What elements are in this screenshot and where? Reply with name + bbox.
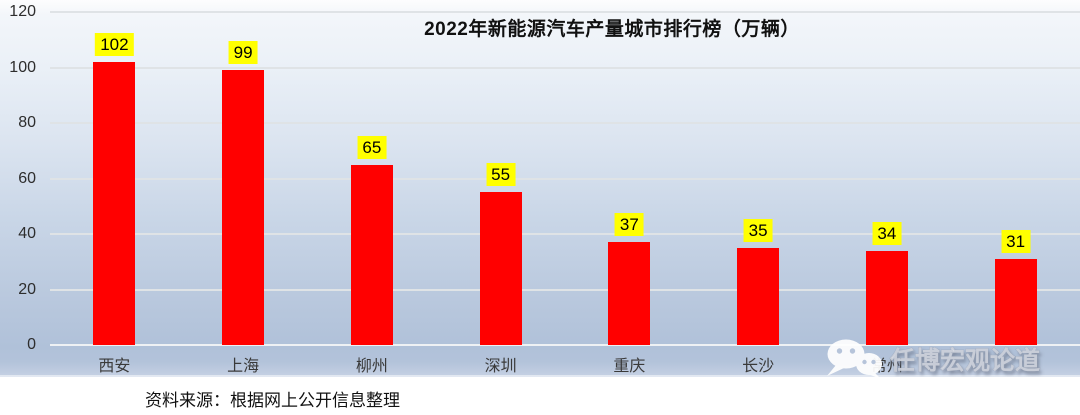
gridline-0 xyxy=(50,344,1080,346)
bar-重庆 xyxy=(608,242,651,345)
x-axis-label: 深圳 xyxy=(484,358,517,375)
bar-rank-8 xyxy=(994,259,1037,345)
chart-title: 2022年新能源汽车产量城市排行榜（万辆） xyxy=(424,19,800,40)
gridline-100 xyxy=(50,66,1080,69)
bar-常州 xyxy=(865,251,908,345)
bar-西安 xyxy=(93,62,136,345)
gridline-80 xyxy=(50,122,1080,124)
bar-value-label: 35 xyxy=(743,219,773,242)
bar-chart: 2022年新能源汽车产量城市排行榜（万辆） 任博宏观论道 0 20 40 60 80 10… xyxy=(0,0,1080,377)
bar-value-label: 99 xyxy=(228,41,258,64)
y-tick-label: 120 xyxy=(9,3,36,20)
bar-柳州 xyxy=(350,165,393,345)
bar-上海 xyxy=(222,70,265,345)
gridline-120 xyxy=(50,11,1080,13)
gridline-20 xyxy=(50,288,1080,291)
x-axis-label: 西安 xyxy=(98,358,131,375)
x-axis-label: 重庆 xyxy=(613,358,646,375)
y-tick-label: 80 xyxy=(18,114,36,131)
watermark-text: 任博宏观论道 xyxy=(889,347,1041,376)
bar-value-label: 31 xyxy=(1001,230,1031,253)
y-tick-label: 40 xyxy=(18,225,36,242)
gridline-40 xyxy=(50,233,1080,235)
bar-value-label: 102 xyxy=(95,33,134,56)
wechat-icon xyxy=(827,339,882,377)
gridline-60 xyxy=(50,177,1080,180)
bar-value-label: 65 xyxy=(357,136,387,159)
bar-深圳 xyxy=(479,192,522,345)
y-tick-label: 20 xyxy=(18,280,36,298)
bar-value-label: 34 xyxy=(872,222,902,245)
y-tick-label: 0 xyxy=(27,336,36,353)
source-note: 资料来源：根据网上公开信息整理 xyxy=(145,391,400,410)
x-axis-label: 上海 xyxy=(227,358,260,375)
x-axis-label: 柳州 xyxy=(355,358,388,375)
y-tick-label: 60 xyxy=(18,169,36,187)
bar-value-label: 37 xyxy=(614,213,644,236)
bar-长沙 xyxy=(737,248,780,345)
watermark: 任博宏观论道 xyxy=(824,337,1041,377)
bar-value-label: 55 xyxy=(486,163,516,186)
x-axis-label: 长沙 xyxy=(742,358,775,375)
y-tick-label: 100 xyxy=(9,58,36,76)
